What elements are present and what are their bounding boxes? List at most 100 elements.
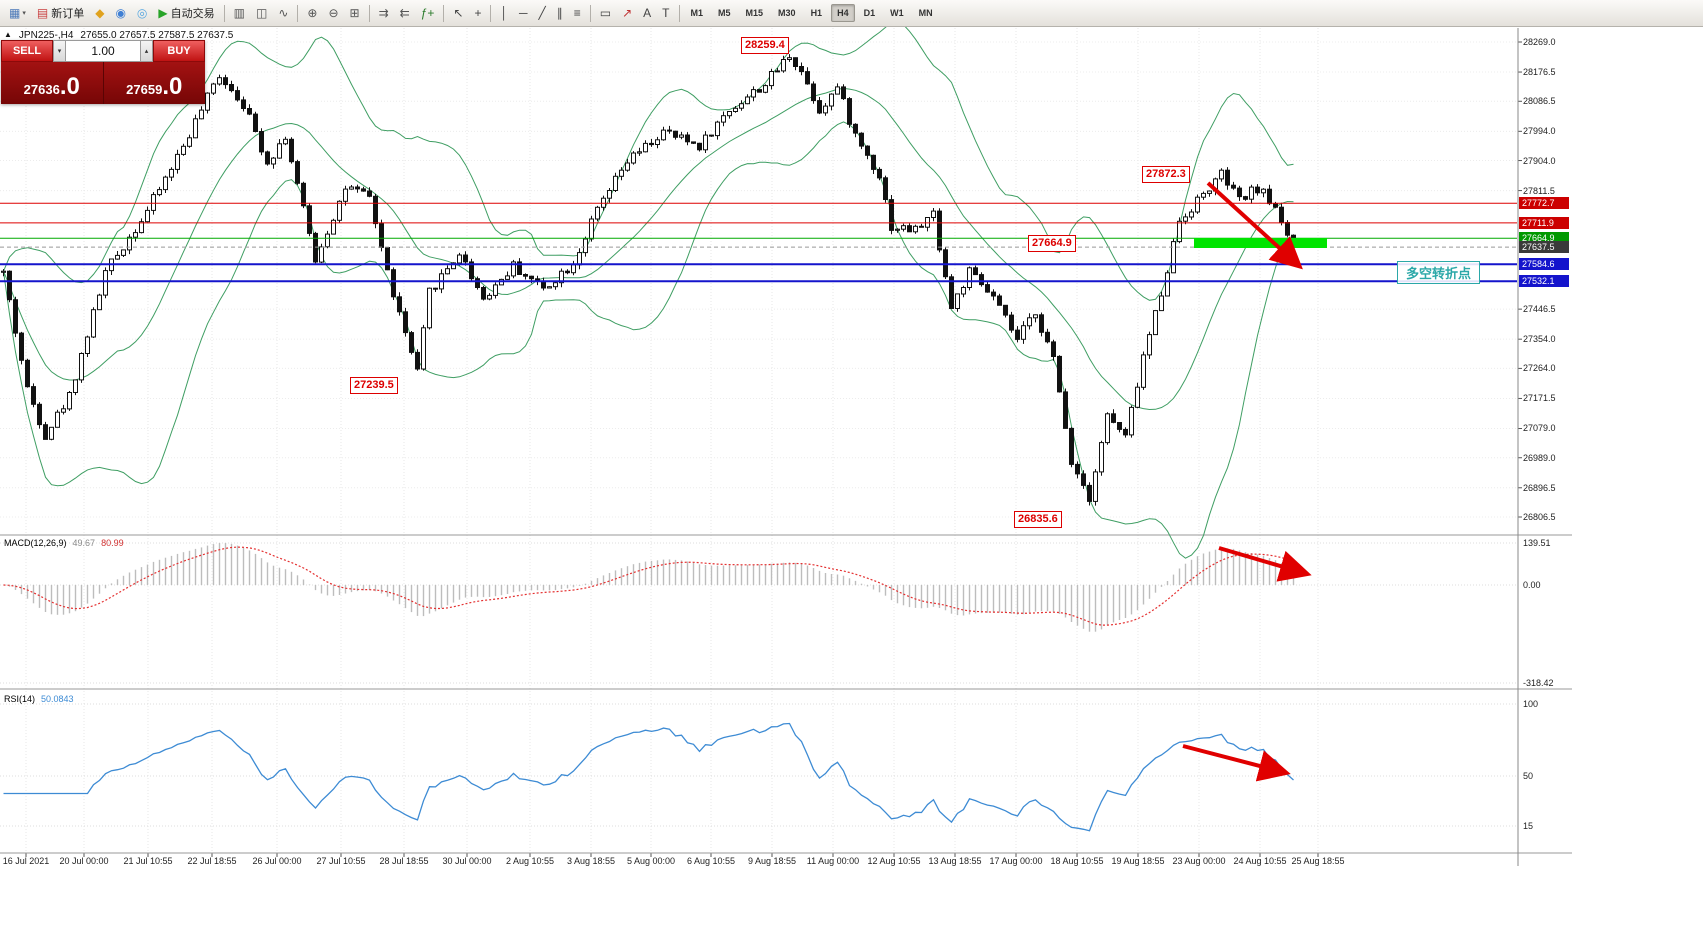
pivot-annotation[interactable]: 多空转折点 <box>1397 261 1481 284</box>
mql5-community-icon-icon: ◆ <box>95 6 105 20</box>
tile-windows-icon: ⊞ <box>349 6 360 20</box>
new-order-button-label: 新订单 <box>51 8 85 20</box>
symbol-ohlc: 27655.0 27657.5 27587.5 27637.5 <box>80 30 234 41</box>
volume-input[interactable] <box>66 41 140 61</box>
price-annotation[interactable]: 27664.9 <box>1028 235 1076 252</box>
volume-increase-button[interactable]: ▴ <box>140 40 153 62</box>
trend-up-icon: ▲ <box>4 30 12 39</box>
rsi-name: RSI(14) <box>4 694 36 704</box>
indicators-icon: ƒ+ <box>420 6 435 20</box>
chart-shift-button[interactable]: ⇇ <box>395 3 415 24</box>
candles-chart-button[interactable]: ◫ <box>251 3 272 24</box>
signals-icon[interactable]: ◎ <box>132 3 152 24</box>
line-chart-icon: ∿ <box>278 6 289 20</box>
zoom-in-button[interactable]: ⊕ <box>302 3 322 24</box>
tile-windows-button[interactable]: ⊞ <box>345 3 365 24</box>
toolbar-separator <box>678 4 680 22</box>
buy-price-big: .0 <box>162 73 183 100</box>
bars-chart-button[interactable]: ▥ <box>229 3 250 24</box>
horizontal-line-icon: ─ <box>518 6 528 20</box>
price-annotation[interactable]: 26835.6 <box>1014 511 1062 528</box>
fibonacci-icon: ≡ <box>573 6 581 20</box>
zoom-in-icon: ⊕ <box>307 6 318 20</box>
auto-scroll-button[interactable]: ⇉ <box>374 3 394 24</box>
vertical-line-button[interactable]: │ <box>495 3 513 24</box>
timeframe-H1[interactable]: H1 <box>810 8 823 18</box>
signals-icon-icon: ◎ <box>136 6 148 20</box>
symbol-name: JPN225-,H4 <box>18 30 74 41</box>
sell-price: 27636 .0 <box>1 62 103 104</box>
line-chart-button[interactable]: ∿ <box>273 3 293 24</box>
indicators-button[interactable]: ƒ+ <box>416 3 440 24</box>
buy-button[interactable]: BUY <box>153 40 205 62</box>
crosshair-button[interactable]: + <box>469 3 486 24</box>
toolbar-separator <box>368 4 370 22</box>
fibonacci-button[interactable]: ≡ <box>569 3 586 24</box>
chart-shift-icon: ⇇ <box>399 6 410 20</box>
bars-chart-icon: ▥ <box>233 6 245 20</box>
vertical-line-icon: │ <box>500 6 508 20</box>
zoom-out-button[interactable]: ⊖ <box>323 3 343 24</box>
autotrading-icon: ▶ <box>158 6 168 20</box>
macd-main-value: 49.67 <box>72 538 96 548</box>
one-click-trading-panel: SELL ▾ ▴ BUY 27636 .0 27659 .0 <box>1 40 205 104</box>
cursor-button[interactable]: ↖ <box>448 3 468 24</box>
rsi-value: 50.0843 <box>41 694 74 704</box>
toolbar-separator <box>589 4 591 22</box>
new-order-button[interactable]: ▤ 新订单 <box>32 3 89 24</box>
macd-signal-value: 80.99 <box>101 538 124 548</box>
sell-price-big: .0 <box>59 73 80 100</box>
autotrading-button-label: 自动交易 <box>170 8 215 20</box>
crosshair-icon: + <box>474 6 482 20</box>
new-order-icon: ▤ <box>36 6 49 20</box>
toolbar: ▦ ▾ ▤ 新订单 ◆ ◉ ◎ ▶ 自动交易 ▥ ◫ ∿ ⊕ ⊖ ⊞ ⇉ ⇇ ƒ+ ↖ + │ ─ ╱ ∥ ≡ ▭ ↗ A T M1 M5 M… <box>0 0 1703 27</box>
channel-button[interactable]: ∥ <box>552 3 568 24</box>
buy-price-main: 27659 <box>126 81 163 97</box>
market-icon[interactable]: ◉ <box>110 3 130 24</box>
shapes-button[interactable]: ▭ <box>595 3 616 24</box>
macd-label: MACD(12,26,9) 49.67 80.99 <box>4 538 124 548</box>
toolbar-separator <box>443 4 445 22</box>
price-annotation[interactable]: 27872.3 <box>1142 166 1190 183</box>
text-button[interactable]: A <box>638 3 656 24</box>
volume-decrease-button[interactable]: ▾ <box>53 40 66 62</box>
trade-row-prices: 27636 .0 27659 .0 <box>1 62 205 104</box>
horizontal-line-button[interactable]: ─ <box>514 3 533 24</box>
text-icon: A <box>643 6 652 20</box>
trade-row-top: SELL ▾ ▴ BUY <box>1 40 205 62</box>
timeframe-D1[interactable]: D1 <box>863 8 876 18</box>
auto-scroll-icon: ⇉ <box>378 6 389 20</box>
timeframe-M5[interactable]: M5 <box>718 8 731 18</box>
new-chart-icon: ▦ <box>9 6 21 20</box>
toolbar-items: ▦ ▾ ▤ 新订单 ◆ ◉ ◎ ▶ 自动交易 ▥ ◫ ∿ ⊕ ⊖ ⊞ ⇉ ⇇ ƒ+ ↖ + │ ─ ╱ ∥ ≡ ▭ ↗ A T M1 M5 M… <box>4 0 940 26</box>
label-icon: T <box>662 6 670 20</box>
trendline-icon: ╱ <box>538 6 546 20</box>
candles-chart-icon: ◫ <box>255 6 268 20</box>
sell-button[interactable]: SELL <box>1 40 53 62</box>
toolbar-separator <box>297 4 299 22</box>
price-annotation[interactable]: 27239.5 <box>350 377 398 394</box>
timeframe-W1[interactable]: W1 <box>890 8 904 18</box>
new-chart-button[interactable]: ▦ ▾ <box>4 3 31 24</box>
mql5-community-icon[interactable]: ◆ <box>90 3 109 24</box>
price-annotation[interactable]: 28259.4 <box>741 37 789 54</box>
zoom-out-icon: ⊖ <box>328 6 339 20</box>
timeframe-M15[interactable]: M15 <box>745 8 764 18</box>
volume-box <box>66 40 140 62</box>
timeframe-H4[interactable]: H4 <box>831 4 855 22</box>
timeframe-M30[interactable]: M30 <box>778 8 796 18</box>
arrows-button[interactable]: ↗ <box>617 3 637 24</box>
arrows-icon: ↗ <box>622 6 633 20</box>
label-button[interactable]: T <box>657 3 674 24</box>
timeframe-M1[interactable]: M1 <box>690 8 704 18</box>
shapes-icon: ▭ <box>599 6 612 20</box>
autotrading-button[interactable]: ▶ 自动交易 <box>153 3 219 24</box>
chevron-down-icon[interactable]: ▾ <box>22 10 26 17</box>
trendline-button[interactable]: ╱ <box>533 3 550 24</box>
buy-price: 27659 .0 <box>102 62 206 104</box>
toolbar-separator <box>490 4 492 22</box>
symbol-info: ▲ JPN225-,H4 27655.0 27657.5 27587.5 276… <box>4 30 233 41</box>
timeframe-MN[interactable]: MN <box>918 8 933 18</box>
